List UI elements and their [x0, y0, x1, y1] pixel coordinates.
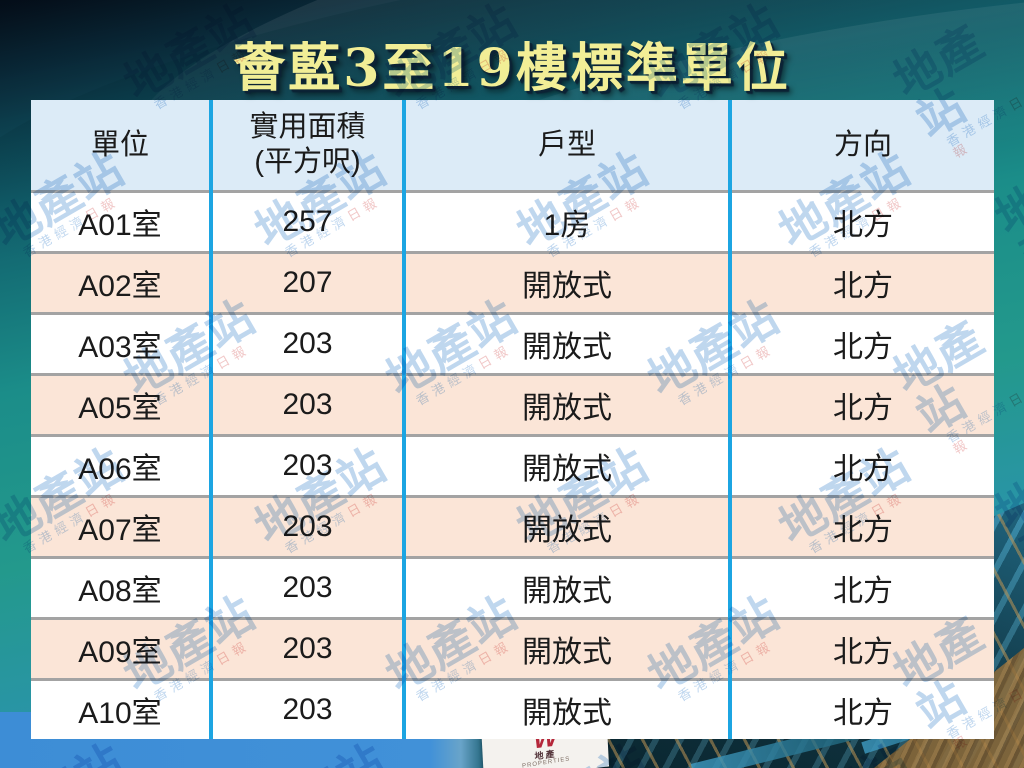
table-cell: 開放式	[404, 435, 732, 498]
column-header-layout: 戶型	[404, 100, 732, 193]
table-cell: 北方	[730, 679, 994, 739]
table-cell: A06室	[31, 435, 213, 498]
table-cell: 北方	[730, 191, 994, 254]
table-cell: 開放式	[404, 252, 732, 315]
table-row: A08室 203 開放式 北方	[31, 557, 994, 620]
table-row: A03室 203 開放式 北方	[31, 313, 994, 376]
table-row: A02室 207 開放式 北方	[31, 252, 994, 315]
table-cell: 開放式	[404, 374, 732, 437]
table-cell: 開放式	[404, 679, 732, 739]
column-header-label: 單位	[90, 128, 149, 161]
column-header-unit: 單位	[31, 100, 213, 193]
page-title: 薈藍3至19樓標準單位	[233, 38, 791, 99]
table-cell: 203	[211, 557, 406, 620]
table-cell: 257	[211, 191, 406, 254]
table-cell: 開放式	[404, 313, 732, 376]
column-header-sublabel: (平方呎)	[254, 146, 361, 178]
table-cell: 203	[211, 618, 406, 681]
table-header-row: 單位 實用面積 (平方呎) 戶型 方向	[31, 100, 994, 193]
table-cell: 開放式	[404, 557, 732, 620]
table-cell: 203	[211, 679, 406, 739]
table-cell: 北方	[730, 496, 994, 559]
table-row: A10室 203 開放式 北方	[31, 679, 994, 739]
table-cell: 北方	[730, 252, 994, 315]
table-cell: A01室	[31, 191, 213, 254]
table-cell: A07室	[31, 496, 213, 559]
table-cell: A02室	[31, 252, 213, 315]
table-row: A09室 203 開放式 北方	[31, 618, 994, 681]
table-cell: 207	[211, 252, 406, 315]
table-cell: 203	[211, 313, 406, 376]
column-header-label: 實用面積	[249, 111, 366, 144]
table-cell: A05室	[31, 374, 213, 437]
table-row: A06室 203 開放式 北方	[31, 435, 994, 498]
table-cell: 北方	[730, 618, 994, 681]
table-cell: 1房	[404, 191, 732, 254]
units-table-container: 單位 實用面積 (平方呎) 戶型 方向 A01室 257 1房 北方 A02室 207 開放…	[31, 100, 994, 739]
table-cell: 北方	[730, 374, 994, 437]
table-cell: A03室	[31, 313, 213, 376]
table-cell: A08室	[31, 557, 213, 620]
table-cell: A10室	[31, 679, 213, 739]
column-header-label: 方向	[833, 128, 892, 161]
table-cell: 北方	[730, 313, 994, 376]
table-cell: 北方	[730, 557, 994, 620]
column-header-area: 實用面積 (平方呎)	[211, 100, 406, 193]
table-row: A01室 257 1房 北方	[31, 191, 994, 254]
table-cell: 開放式	[404, 496, 732, 559]
column-header-label: 戶型	[537, 128, 596, 161]
table-cell: 203	[211, 496, 406, 559]
table-cell: 203	[211, 435, 406, 498]
table-cell: 北方	[730, 435, 994, 498]
table-cell: 203	[211, 374, 406, 437]
table-cell: A09室	[31, 618, 213, 681]
table-row: A07室 203 開放式 北方	[31, 496, 994, 559]
table-cell: 開放式	[404, 618, 732, 681]
column-header-direction: 方向	[730, 100, 994, 193]
table-row: A05室 203 開放式 北方	[31, 374, 994, 437]
units-table: 單位 實用面積 (平方呎) 戶型 方向 A01室 257 1房 北方 A02室 207 開放…	[31, 100, 994, 739]
